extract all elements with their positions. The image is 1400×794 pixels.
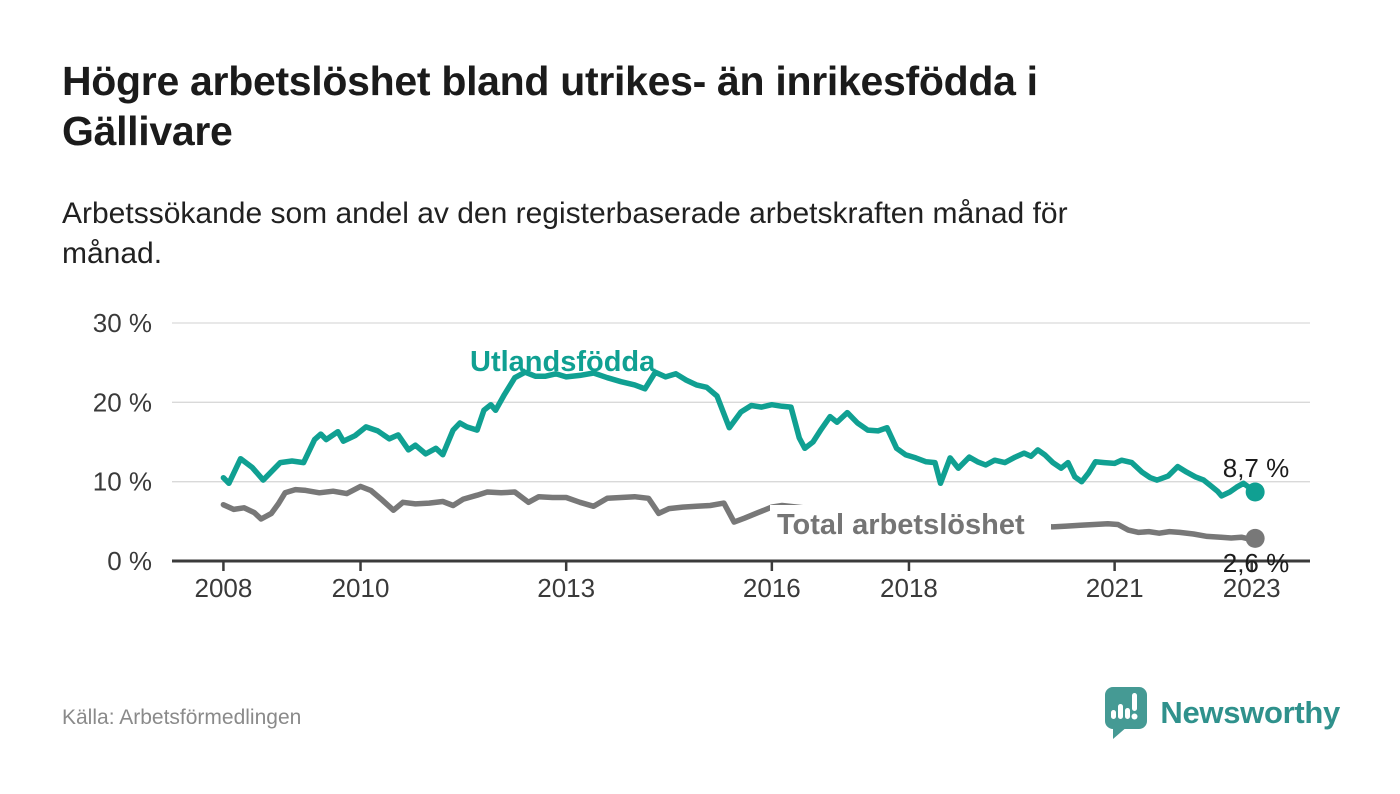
y-axis-tick-label: 30 % xyxy=(93,308,152,338)
y-axis-tick-label: 10 % xyxy=(93,467,152,497)
x-axis-tick-label: 2021 xyxy=(1086,573,1144,603)
newsworthy-wordmark: Newsworthy xyxy=(1160,695,1340,730)
x-axis-tick-label: 2008 xyxy=(194,573,252,603)
newsworthy-logo[interactable]: Newsworthy xyxy=(1101,684,1340,742)
x-axis-tick-label: 2018 xyxy=(880,573,938,603)
page-title: Högre arbetslöshet bland utrikes- än inr… xyxy=(62,58,1038,154)
value-label-total: 2,6 % xyxy=(1223,548,1290,578)
x-axis-tick-label: 2016 xyxy=(743,573,801,603)
label-mask xyxy=(770,505,1051,539)
chart-subtitle: Arbetssökande som andel av den registerb… xyxy=(62,197,1068,270)
series-line-total-arbetsloshet xyxy=(220,483,1258,544)
newsworthy-marker-icon xyxy=(1105,687,1148,739)
series-end-dot-utlandsfodda xyxy=(1245,482,1265,502)
x-axis-tick-label: 2013 xyxy=(537,573,595,603)
x-axis-tick-label: 2010 xyxy=(332,573,390,603)
series-end-dot-total xyxy=(1245,528,1265,548)
series-label-total-arbetsloshet: Total arbetslöshet xyxy=(777,509,1025,541)
series-line-utlandsfodda xyxy=(220,369,1258,499)
source-note: Källa: Arbetsförmedlingen xyxy=(62,706,302,729)
series-label-utlandsfodda: Utlandsfödda xyxy=(470,346,656,378)
line-chart: Total arbetslöshet Utlandsfödda 2008 2010 20… xyxy=(93,308,1310,603)
value-label-utlandsfodda: 8,7 % xyxy=(1223,453,1290,483)
y-axis-tick-label: 20 % xyxy=(93,387,152,417)
x-axis-tick-label: 2023 xyxy=(1223,573,1281,603)
y-axis-tick-label: 0 % xyxy=(107,546,152,576)
